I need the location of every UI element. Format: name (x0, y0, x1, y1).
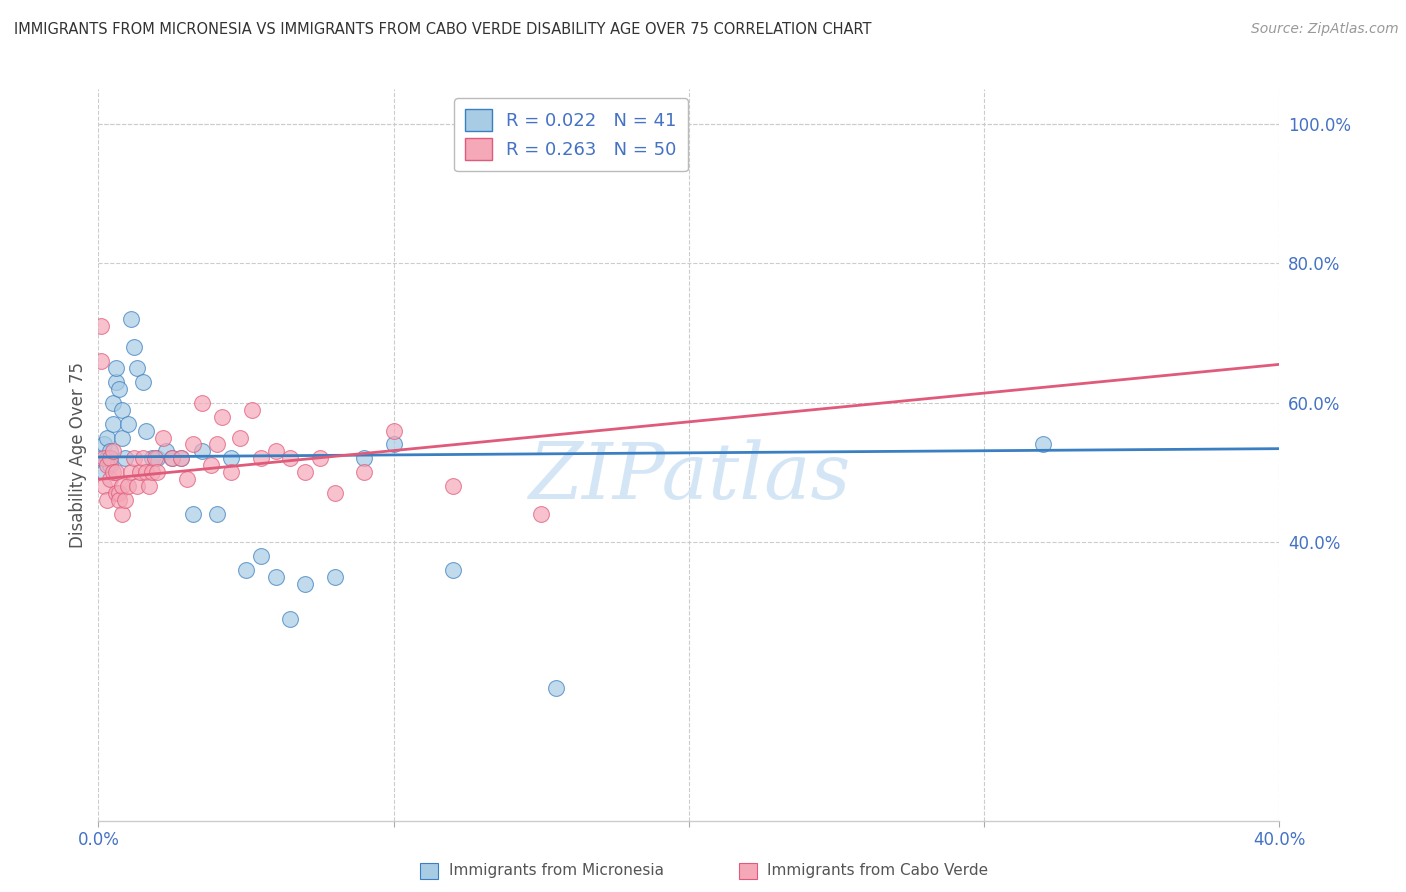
Point (219, 451, 242, 466)
Point (205, 507, 228, 521)
Point (105, 375, 128, 389)
Point (111, 507, 134, 521)
Text: ZIPatlas: ZIPatlas (527, 439, 851, 515)
Point (146, 451, 169, 466)
Point (125, 479, 148, 493)
Y-axis label: Disability Age Over 75: Disability Age Over 75 (69, 362, 87, 548)
Point (135, 424, 157, 438)
Point (132, 451, 155, 466)
Point (117, 479, 139, 493)
Point (181, 437, 204, 451)
Point (170, 451, 193, 466)
Point (146, 466, 169, 480)
Point (141, 466, 163, 480)
Point (200, 458, 222, 473)
Point (264, 570, 287, 584)
Point (108, 382, 131, 396)
Point (353, 466, 375, 480)
Point (264, 444, 287, 458)
Point (170, 451, 193, 466)
Point (90, 354, 112, 368)
Point (141, 451, 163, 466)
Point (294, 576, 316, 591)
Text: Source: ZipAtlas.com: Source: ZipAtlas.com (1251, 22, 1399, 37)
Point (530, 507, 553, 521)
Point (176, 472, 198, 486)
Point (105, 360, 128, 375)
Point (114, 493, 136, 508)
Point (143, 451, 166, 466)
Point (441, 479, 464, 493)
Point (98, 444, 121, 458)
Point (229, 430, 252, 444)
Point (98, 451, 121, 466)
Point (132, 375, 155, 389)
Point (205, 437, 228, 451)
Point (235, 563, 257, 577)
Point (323, 486, 346, 500)
Point (211, 409, 233, 424)
Point (122, 451, 145, 466)
Point (1032, 437, 1054, 451)
Point (309, 451, 332, 466)
Point (93, 451, 115, 466)
Point (93, 466, 115, 480)
Point (103, 444, 125, 458)
Point (278, 612, 302, 626)
Point (250, 451, 273, 466)
Point (219, 466, 242, 480)
Point (382, 424, 405, 438)
Point (128, 466, 150, 480)
Point (96, 430, 118, 444)
Point (250, 549, 273, 563)
Point (108, 486, 131, 500)
Point (441, 563, 464, 577)
Point (103, 395, 125, 409)
Point (103, 417, 125, 431)
Point (111, 479, 134, 493)
Point (546, 681, 568, 696)
Point (122, 340, 145, 354)
Point (382, 437, 405, 451)
Point (93, 479, 115, 493)
Point (96, 458, 118, 473)
Point (152, 430, 174, 444)
Point (191, 444, 214, 458)
Text: Immigrants from Cabo Verde: Immigrants from Cabo Verde (768, 863, 988, 878)
Point (278, 451, 302, 466)
Point (162, 451, 183, 466)
Point (105, 486, 128, 500)
Point (93, 437, 115, 451)
Point (96, 493, 118, 508)
Point (103, 466, 125, 480)
Point (135, 466, 157, 480)
Point (120, 466, 142, 480)
Text: Immigrants from Micronesia: Immigrants from Micronesia (449, 863, 664, 878)
Point (114, 451, 136, 466)
Point (96, 451, 118, 466)
Point (323, 570, 346, 584)
Text: IMMIGRANTS FROM MICRONESIA VS IMMIGRANTS FROM CABO VERDE DISABILITY AGE OVER 75 : IMMIGRANTS FROM MICRONESIA VS IMMIGRANTS… (14, 22, 872, 37)
Legend: R = 0.022   N = 41, R = 0.263   N = 50: R = 0.022 N = 41, R = 0.263 N = 50 (454, 98, 688, 171)
Point (353, 451, 375, 466)
Point (294, 466, 316, 480)
Point (105, 466, 128, 480)
Point (162, 451, 183, 466)
Point (155, 444, 177, 458)
Point (111, 430, 134, 444)
Point (90, 451, 112, 466)
Point (111, 402, 134, 417)
Point (98, 472, 121, 486)
Point (138, 479, 160, 493)
Point (120, 312, 142, 326)
Point (181, 507, 204, 521)
Point (108, 493, 131, 508)
Point (240, 402, 263, 417)
Point (90, 319, 112, 334)
Point (125, 360, 148, 375)
Point (117, 417, 139, 431)
Point (98, 458, 121, 473)
Point (191, 395, 214, 409)
